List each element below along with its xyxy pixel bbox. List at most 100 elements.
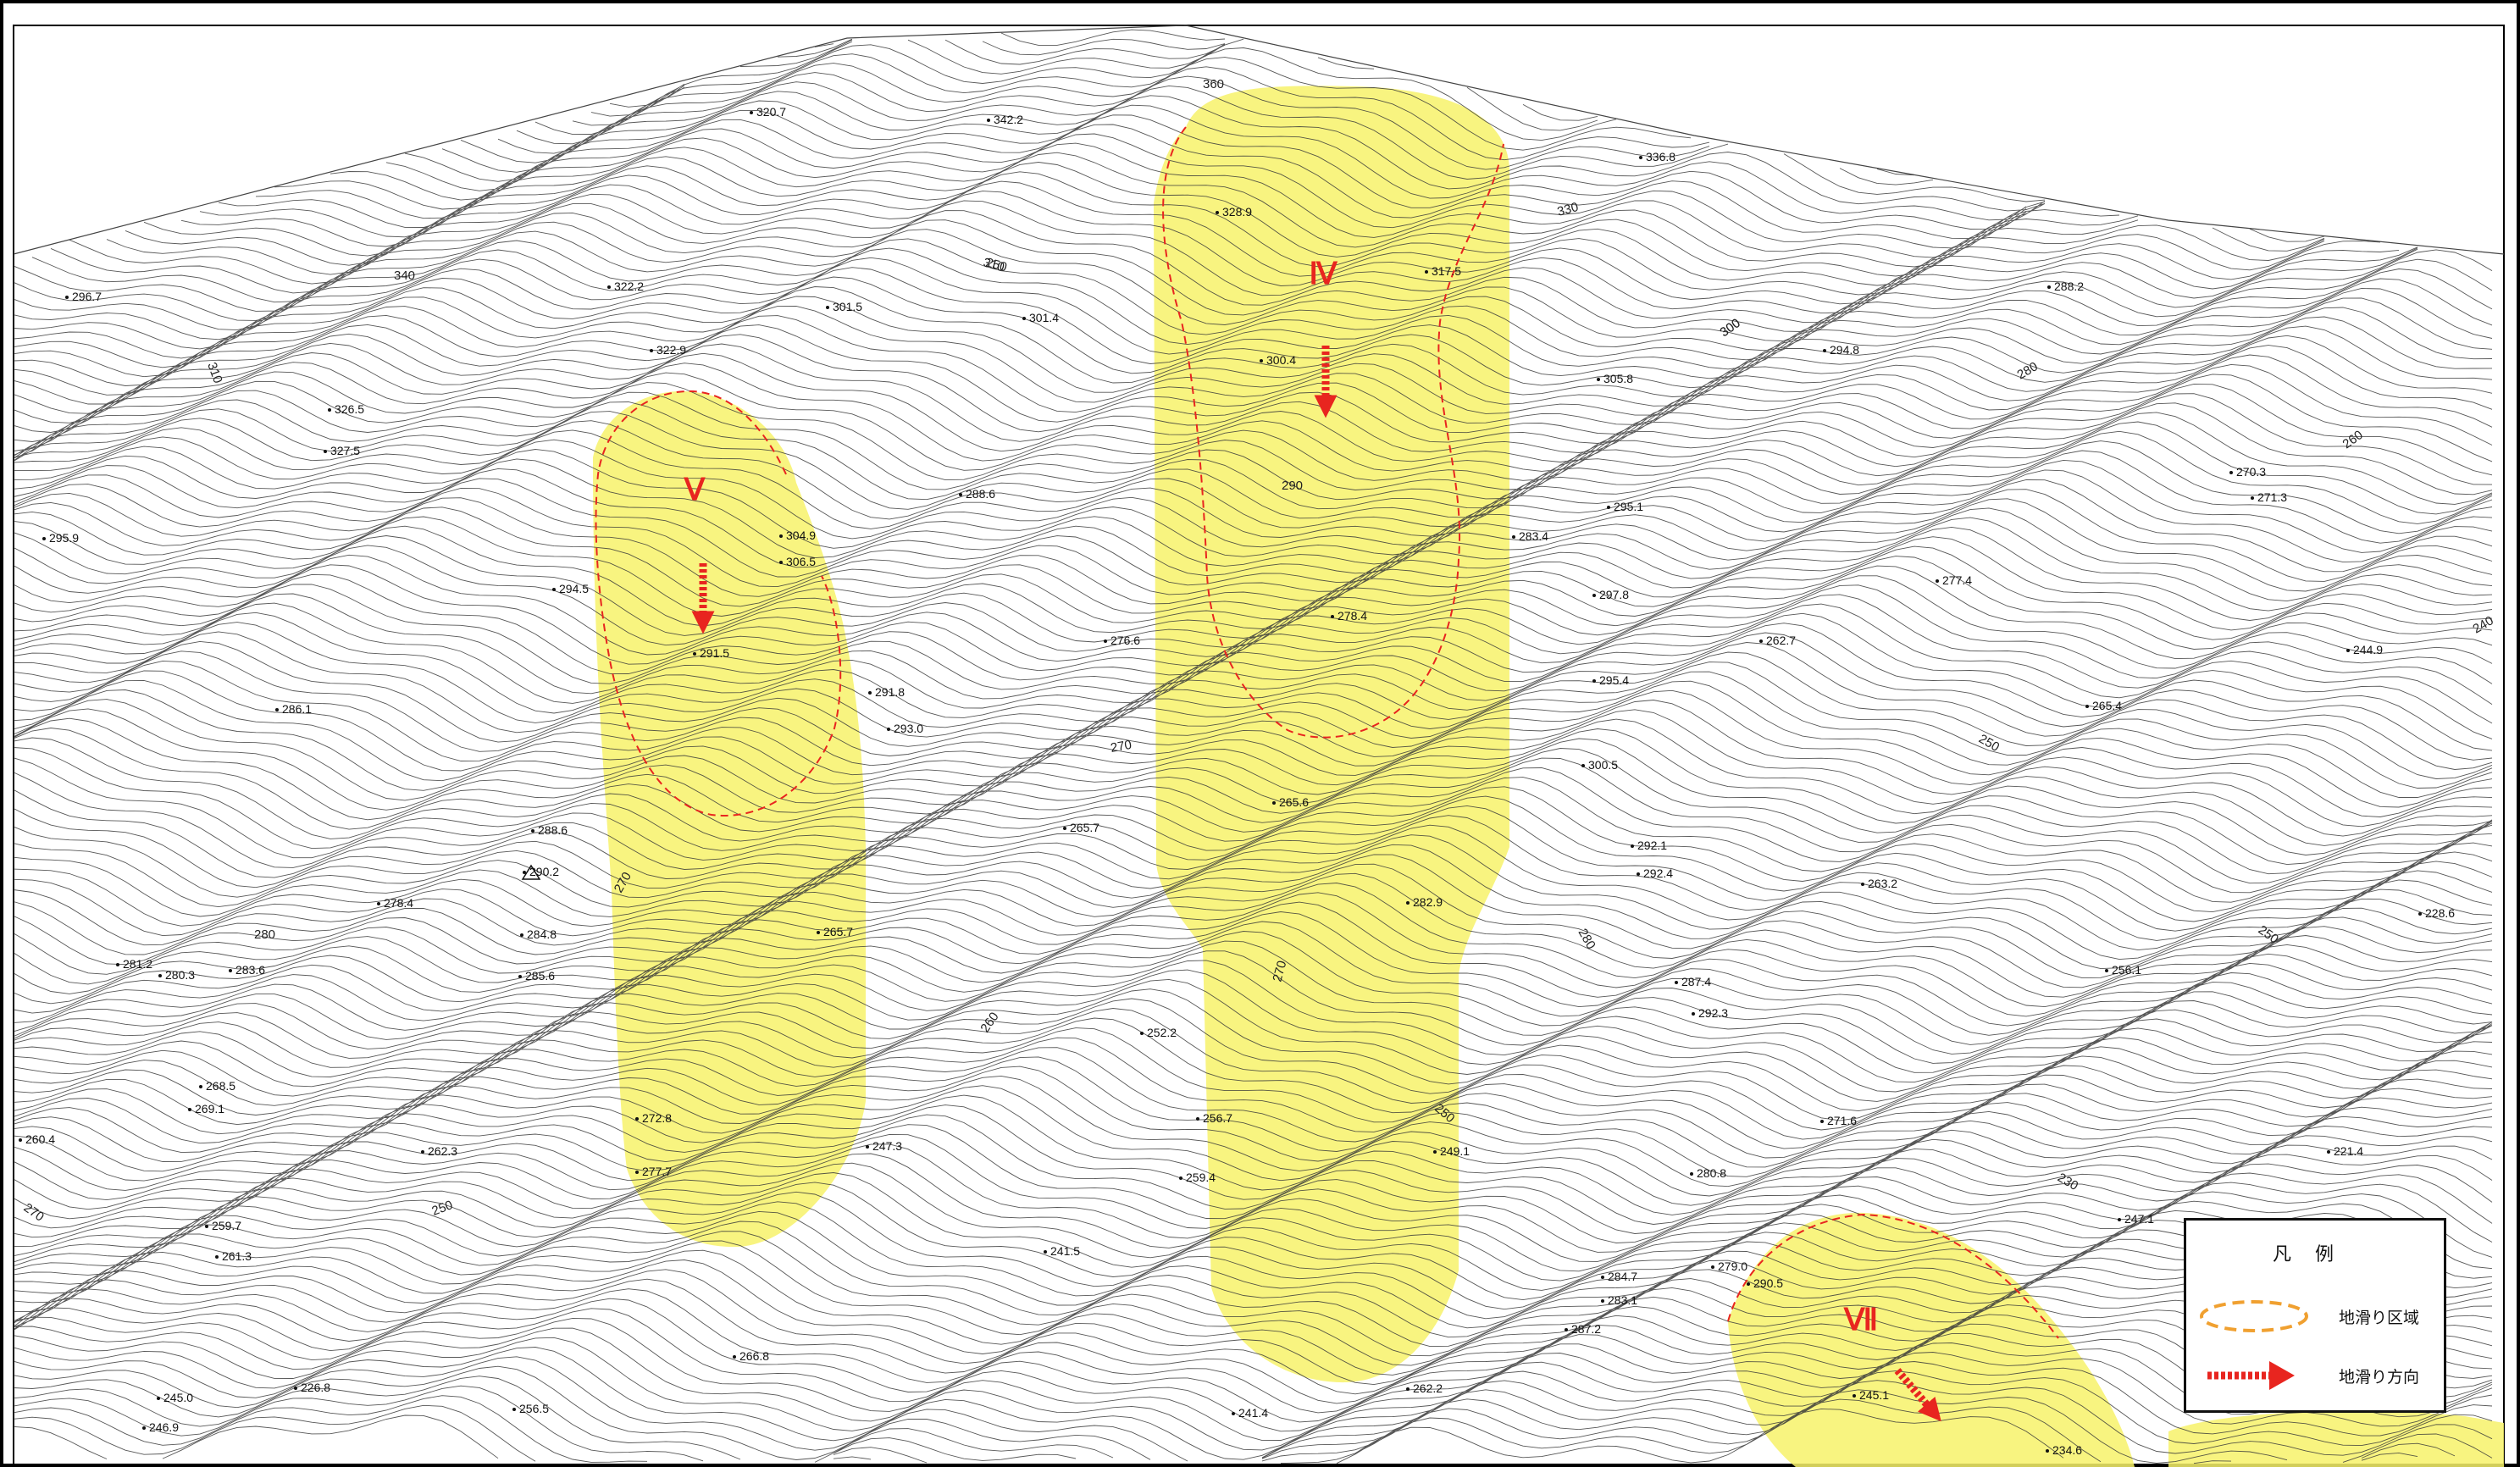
svg-text:306.5: 306.5 bbox=[786, 555, 816, 568]
svg-text:278.4: 278.4 bbox=[1338, 609, 1367, 623]
svg-text:256.1: 256.1 bbox=[2112, 963, 2141, 977]
svg-text:300.4: 300.4 bbox=[1266, 353, 1296, 367]
svg-text:259.7: 259.7 bbox=[212, 1219, 241, 1232]
svg-text:265.7: 265.7 bbox=[1070, 821, 1099, 834]
elevation-point: 342.2 bbox=[987, 113, 1023, 126]
svg-text:265.6: 265.6 bbox=[1279, 795, 1309, 809]
elevation-point: 327.5 bbox=[324, 444, 360, 457]
svg-text:241.4: 241.4 bbox=[1238, 1406, 1268, 1420]
elevation-point: 261.3 bbox=[215, 1249, 252, 1263]
elevation-point: 283.1 bbox=[1601, 1293, 1637, 1307]
landslide-outlines: Ⅳ Ⅴ Ⅶ bbox=[595, 126, 2059, 1422]
svg-text:295.4: 295.4 bbox=[1599, 673, 1629, 687]
elevation-point: 246.9 bbox=[142, 1420, 179, 1434]
svg-text:288.2: 288.2 bbox=[2054, 280, 2084, 293]
elevation-point: 245.0 bbox=[157, 1391, 193, 1404]
elevation-point: 247.1 bbox=[2118, 1212, 2154, 1226]
svg-text:295.1: 295.1 bbox=[1614, 500, 1643, 513]
elevation-point: 322.2 bbox=[607, 280, 644, 293]
svg-text:285.6: 285.6 bbox=[525, 969, 555, 983]
svg-text:295.9: 295.9 bbox=[49, 531, 79, 545]
svg-text:247.1: 247.1 bbox=[2124, 1212, 2154, 1226]
elevation-point: 272.8 bbox=[635, 1111, 672, 1125]
svg-text:226.8: 226.8 bbox=[301, 1381, 330, 1394]
svg-text:286.1: 286.1 bbox=[282, 702, 312, 716]
svg-text:270.3: 270.3 bbox=[2236, 465, 2266, 479]
elevation-point: 262.7 bbox=[1759, 634, 1796, 647]
elevation-point: 244.9 bbox=[2346, 643, 2383, 656]
svg-text:272.8: 272.8 bbox=[642, 1111, 672, 1125]
svg-text:247.3: 247.3 bbox=[872, 1139, 902, 1153]
svg-text:300.5: 300.5 bbox=[1588, 758, 1618, 772]
elevation-point: 282.9 bbox=[1406, 895, 1443, 909]
svg-text:249.1: 249.1 bbox=[1440, 1144, 1470, 1158]
svg-text:277.4: 277.4 bbox=[1942, 573, 1972, 587]
legend-item-landslide-direction: 地滑り方向 bbox=[2186, 1354, 2444, 1397]
elevation-point: 294.8 bbox=[1823, 343, 1859, 357]
svg-text:287.4: 287.4 bbox=[1681, 975, 1711, 988]
elevation-point: 263.2 bbox=[1861, 877, 1897, 890]
svg-text:327.5: 327.5 bbox=[330, 444, 360, 457]
svg-text:265.7: 265.7 bbox=[823, 925, 853, 938]
elevation-point: 259.4 bbox=[1179, 1171, 1216, 1184]
elevation-point: 292.1 bbox=[1631, 839, 1667, 852]
landslide-zone-fill bbox=[2168, 1410, 2504, 1467]
legend-item-landslide-area: 地滑り区域 bbox=[2186, 1295, 2444, 1337]
elevation-point: 283.6 bbox=[229, 963, 265, 977]
svg-text:256.5: 256.5 bbox=[519, 1402, 549, 1415]
elevation-point: 286.1 bbox=[275, 702, 312, 716]
elevation-point: 301.5 bbox=[826, 300, 862, 313]
svg-text:282.9: 282.9 bbox=[1413, 895, 1443, 909]
svg-text:301.5: 301.5 bbox=[833, 300, 862, 313]
elevation-point: 249.1 bbox=[1433, 1144, 1470, 1158]
legend-label-area: 地滑り区域 bbox=[2339, 1309, 2420, 1327]
elevation-point: 292.4 bbox=[1637, 866, 1673, 880]
svg-text:304.9: 304.9 bbox=[786, 529, 816, 542]
svg-text:259.4: 259.4 bbox=[1186, 1171, 1216, 1184]
elevation-point: 265.4 bbox=[2085, 699, 2122, 712]
zone-label: Ⅴ bbox=[684, 473, 706, 507]
elevation-point: 322.9 bbox=[650, 343, 686, 357]
svg-text:294.8: 294.8 bbox=[1830, 343, 1859, 357]
svg-text:293.0: 293.0 bbox=[894, 722, 923, 735]
map-neatline bbox=[13, 25, 2505, 1466]
elevation-point: 279.0 bbox=[1711, 1259, 1747, 1273]
red-arrow-icon bbox=[2207, 1361, 2295, 1390]
svg-text:245.0: 245.0 bbox=[163, 1391, 193, 1404]
elevation-point: 292.3 bbox=[1692, 1006, 1728, 1020]
zone-label: Ⅳ bbox=[1309, 257, 1338, 291]
elevation-point: 280.3 bbox=[158, 968, 195, 982]
elevation-point: 295.9 bbox=[42, 531, 79, 545]
svg-text:328.9: 328.9 bbox=[1222, 205, 1252, 219]
elevation-point: 271.6 bbox=[1820, 1114, 1857, 1127]
svg-text:288.6: 288.6 bbox=[538, 823, 568, 837]
contour-line-set bbox=[13, 29, 2493, 1464]
elevation-point: 328.9 bbox=[1216, 205, 1252, 219]
elevation-point: 245.1 bbox=[1853, 1388, 1889, 1402]
landslide-direction-arrow bbox=[1894, 1368, 1941, 1422]
svg-text:269.1: 269.1 bbox=[195, 1102, 224, 1115]
elevation-point: 265.7 bbox=[817, 925, 853, 938]
elevation-point: 300.5 bbox=[1581, 758, 1618, 772]
svg-text:256.7: 256.7 bbox=[1203, 1111, 1232, 1125]
svg-text:283.6: 283.6 bbox=[235, 963, 265, 977]
elevation-point: 252.2 bbox=[1140, 1026, 1177, 1039]
svg-text:292.4: 292.4 bbox=[1643, 866, 1673, 880]
svg-text:291.5: 291.5 bbox=[700, 646, 729, 660]
elevation-point: 221.4 bbox=[2327, 1144, 2363, 1158]
contour-label: 290 bbox=[1282, 479, 1303, 493]
svg-text:245.1: 245.1 bbox=[1859, 1388, 1889, 1402]
svg-text:277.7: 277.7 bbox=[642, 1165, 672, 1178]
contour-label: 270 bbox=[1110, 738, 1133, 756]
elevation-point: 320.7 bbox=[750, 105, 786, 119]
landslide-zone-fill bbox=[1154, 86, 1509, 1383]
elevation-point: 317.5 bbox=[1425, 264, 1461, 278]
elevation-point: 287.2 bbox=[1565, 1322, 1601, 1336]
svg-text:278.4: 278.4 bbox=[384, 896, 413, 910]
svg-text:342.2: 342.2 bbox=[994, 113, 1023, 126]
triangulation-point-icon bbox=[521, 864, 541, 880]
elevation-point: 276.6 bbox=[1104, 634, 1140, 647]
svg-text:266.8: 266.8 bbox=[739, 1349, 769, 1363]
elevation-point: 256.5 bbox=[512, 1402, 549, 1415]
